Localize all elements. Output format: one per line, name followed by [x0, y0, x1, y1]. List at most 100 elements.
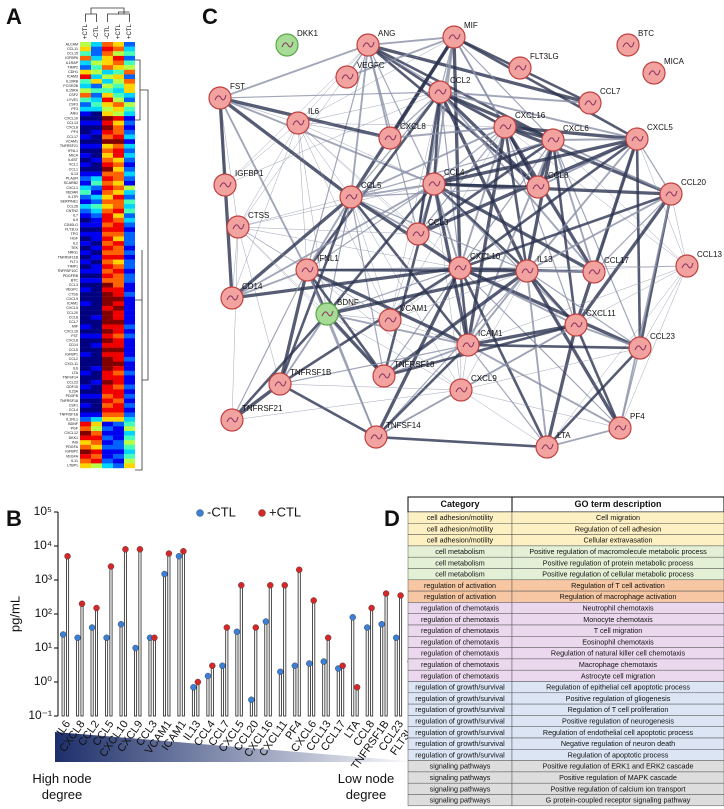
- heat-cell: [102, 393, 113, 399]
- heat-cell: [102, 278, 113, 283]
- row-label: CCL20: [67, 311, 78, 315]
- heat-cell: [102, 74, 113, 80]
- heat-cell: [91, 264, 102, 270]
- heat-cell: [113, 120, 124, 126]
- heat-cell: [102, 217, 113, 223]
- data-dot: [306, 660, 313, 667]
- network-node: [616, 33, 640, 57]
- go-term-cell: Positive regulation of calcium ion trans…: [550, 784, 685, 793]
- heat-cell: [80, 217, 91, 223]
- heat-cell: [80, 190, 91, 196]
- heat-cell: [91, 273, 102, 279]
- heat-cell: [102, 51, 113, 57]
- category-cell: regulation of growth/survival: [415, 750, 505, 759]
- heat-cell: [113, 213, 124, 219]
- heat-cell: [124, 143, 135, 149]
- heat-cell: [113, 342, 124, 348]
- edge: [439, 91, 638, 140]
- heat-cell: [124, 435, 135, 441]
- bar: [191, 686, 195, 717]
- heat-cell: [80, 282, 91, 288]
- heat-cell: [91, 213, 102, 219]
- heat-cell: [91, 268, 102, 274]
- row-label: BTC: [71, 278, 79, 282]
- heat-cell: [102, 97, 113, 103]
- edge: [325, 312, 386, 378]
- dendrogram: [85, 7, 130, 22]
- heat-cell: [124, 79, 135, 84]
- heat-cell: [124, 42, 135, 47]
- heat-cell: [124, 125, 135, 131]
- heat-cell: [124, 162, 135, 168]
- data-dot: [209, 662, 216, 669]
- heat-cell: [91, 412, 102, 418]
- legend-dot: [258, 509, 266, 517]
- node-label: CCL20: [681, 178, 706, 187]
- heat-cell: [102, 153, 113, 158]
- heat-cell: [124, 120, 135, 126]
- edge: [453, 35, 638, 141]
- edge: [297, 122, 391, 139]
- node-structure: [370, 433, 383, 440]
- heat-cell: [80, 102, 91, 108]
- category-cell: regulation of growth/survival: [415, 683, 505, 692]
- heat-cell: [102, 430, 113, 436]
- node-structure: [634, 344, 647, 351]
- heat-cell: [113, 412, 124, 418]
- node-label: IFNL1: [317, 254, 339, 263]
- edge: [375, 344, 469, 438]
- heat-cell: [91, 282, 102, 288]
- bar: [196, 681, 200, 717]
- row-label: IL23A: [69, 390, 79, 394]
- bar: [95, 607, 99, 717]
- node-structure: [514, 64, 527, 71]
- heat-cell: [80, 55, 91, 61]
- go-term-cell: Positive regulation of MAPK cascade: [559, 773, 677, 782]
- edge: [467, 344, 548, 448]
- heat-cell: [80, 157, 91, 163]
- data-dot: [122, 546, 129, 553]
- heat-cell: [124, 444, 135, 450]
- edge: [433, 182, 672, 196]
- heat-cell: [124, 430, 135, 436]
- edge: [433, 183, 577, 326]
- heat-cell: [124, 426, 135, 432]
- data-dot: [219, 662, 226, 669]
- heat-cell: [102, 384, 113, 390]
- row-label: IL2: [73, 241, 78, 245]
- heat-cell: [124, 259, 135, 265]
- go-term-cell: Regulation of T cell activation: [571, 581, 665, 590]
- row-label: IL6: [73, 366, 78, 370]
- heat-cell: [91, 310, 102, 316]
- heat-cell: [102, 361, 113, 367]
- row-label: IL1RAP: [66, 61, 79, 65]
- heat-cell: [113, 227, 124, 233]
- heat-cell: [102, 333, 113, 339]
- node-label: LTA: [557, 431, 571, 440]
- row-label: TNFSF14: [62, 376, 78, 380]
- heat-cell: [102, 463, 113, 469]
- bar: [225, 627, 229, 717]
- edge: [459, 267, 621, 429]
- edge: [452, 36, 462, 269]
- heat-cell: [91, 319, 102, 325]
- row-label: VEGFA: [66, 454, 79, 458]
- row-label: IGFBP6: [65, 56, 78, 60]
- heat-cell: [80, 305, 91, 311]
- edge: [552, 139, 641, 349]
- heat-cell: [80, 296, 91, 302]
- category-cell: cell metabolism: [435, 558, 485, 567]
- node-label: IL6: [308, 107, 320, 116]
- node-structure: [292, 119, 305, 126]
- go-term-cell: Positive regulation of neurogenesis: [562, 716, 674, 725]
- heat-cell: [102, 208, 113, 214]
- go-term-cell: Regulation of apoptotic process: [568, 750, 669, 759]
- edge: [670, 193, 688, 267]
- heat-cell: [113, 264, 124, 270]
- heat-cell: [113, 417, 124, 422]
- heat-cell: [102, 435, 113, 441]
- heat-cell: [124, 176, 135, 182]
- go-term-cell: Cell migration: [596, 513, 640, 522]
- bar: [312, 600, 316, 717]
- node-structure: [226, 416, 239, 423]
